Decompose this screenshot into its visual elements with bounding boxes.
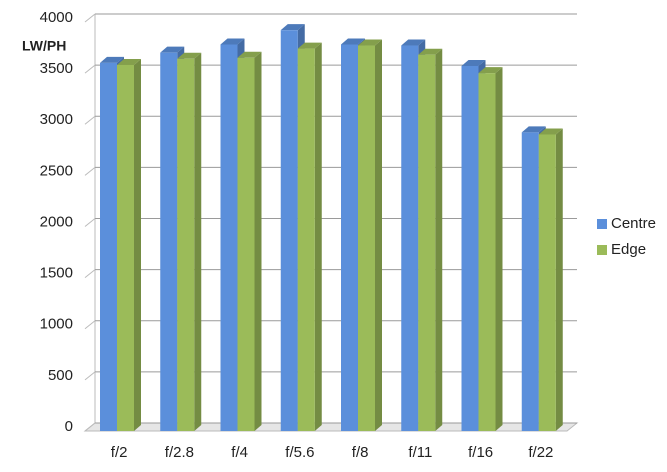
bar-side [555, 128, 563, 431]
x-tick-label: f/5.6 [285, 444, 314, 461]
bar-top [100, 56, 124, 63]
bar-top [160, 46, 185, 53]
bar [177, 58, 195, 432]
tick-connector [84, 166, 96, 176]
y-tick-label: 3000 [40, 111, 73, 128]
bar [418, 54, 436, 431]
legend-label: Edge [611, 241, 646, 258]
y-tick-label: 4000 [40, 9, 73, 26]
y-tick-label: 1500 [40, 265, 73, 282]
tick-connector [84, 422, 96, 432]
bar [280, 30, 298, 432]
legend-swatch [597, 245, 607, 255]
bar-top [220, 38, 245, 45]
bar [100, 62, 117, 432]
tick-connector [84, 371, 96, 381]
tick-connector [84, 218, 96, 227]
bar [117, 64, 134, 431]
bar-top [177, 52, 202, 59]
legend-swatch [597, 219, 607, 229]
floor [83, 422, 579, 432]
y-tick-label: 3500 [40, 60, 73, 77]
y-axis-label: LW/PH [22, 38, 66, 54]
y-tick-label: 500 [48, 367, 73, 384]
x-tick-label: f/11 [408, 444, 432, 461]
bar-top [341, 38, 365, 45]
bar-side [194, 52, 202, 432]
bar [521, 132, 539, 431]
y-tick-label: 2500 [40, 162, 73, 179]
bar [160, 52, 178, 432]
bar [478, 73, 496, 431]
bar-top [461, 59, 486, 66]
x-tick-label: f/2.8 [165, 444, 194, 461]
bar [538, 134, 556, 431]
bar-top [237, 51, 262, 58]
bar [220, 44, 238, 432]
x-tick-label: f/8 [352, 444, 369, 461]
bar [237, 57, 255, 431]
bar-side [435, 48, 443, 431]
bar-top [117, 58, 141, 65]
legend-label: Centre [611, 215, 656, 232]
tick-connector [84, 13, 96, 23]
bar [461, 65, 479, 431]
x-tick-label: f/16 [468, 444, 493, 461]
bar [401, 45, 419, 432]
bar-top [538, 128, 563, 135]
tick-connector [84, 115, 96, 125]
y-tick-label: 2000 [40, 213, 73, 230]
bar [297, 48, 315, 432]
bar-side [375, 39, 382, 431]
bar-top [418, 48, 443, 55]
bar-top [280, 24, 305, 31]
bar [341, 44, 358, 432]
bar-top [478, 67, 503, 74]
bar-side [134, 58, 141, 431]
bar-top [401, 39, 426, 46]
x-tick-label: f/2 [111, 444, 128, 461]
bar [358, 45, 375, 432]
x-tick-label: f/4 [231, 444, 248, 461]
x-tick-label: f/22 [528, 444, 553, 461]
tick-connector [84, 269, 96, 279]
bar-top [521, 126, 546, 133]
bar-side [314, 42, 322, 432]
bar-top [358, 39, 382, 46]
bar-top [297, 42, 322, 49]
tick-connector [84, 320, 96, 330]
bar-side [254, 51, 262, 431]
y-tick-label: 0 [65, 418, 73, 435]
tick-connector [84, 64, 96, 74]
bar-side [495, 67, 503, 431]
y-tick-label: 1000 [40, 316, 73, 333]
